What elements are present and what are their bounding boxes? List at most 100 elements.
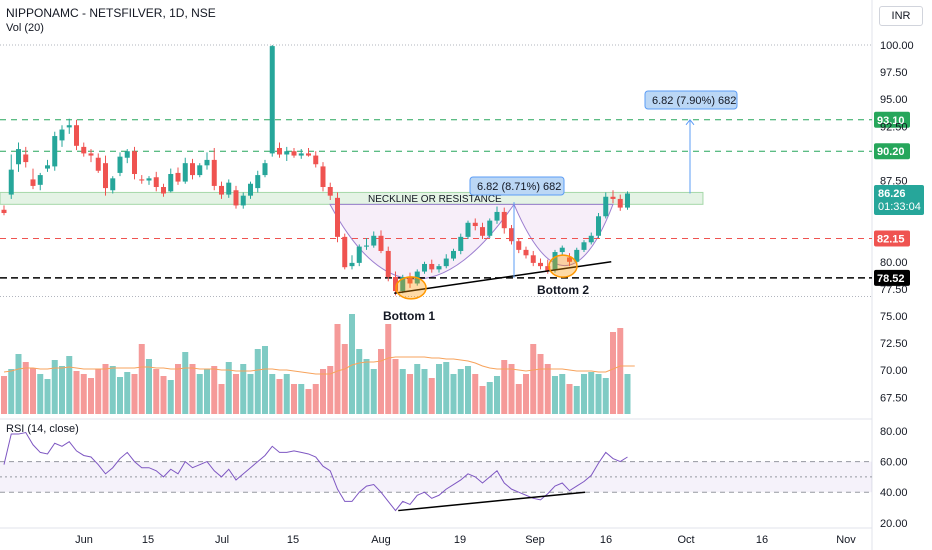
volume-bar bbox=[167, 380, 174, 414]
volume-bar bbox=[276, 379, 283, 414]
level-tag-3 bbox=[874, 269, 910, 286]
candle-body bbox=[103, 163, 108, 189]
candle-body bbox=[59, 129, 65, 141]
price-tick-6: 80.00 bbox=[880, 257, 908, 269]
candle-body bbox=[378, 235, 384, 251]
volume-bar bbox=[8, 369, 15, 414]
rsi-tick-3: 20.00 bbox=[880, 518, 908, 530]
candle-body bbox=[182, 163, 188, 182]
candle-body bbox=[574, 249, 580, 262]
volume-bar bbox=[298, 384, 305, 414]
volume-bar bbox=[269, 374, 276, 414]
price-tick-10: 70.00 bbox=[880, 365, 908, 377]
volume-bar bbox=[486, 382, 493, 414]
candle-body bbox=[248, 183, 253, 196]
neckline-label: NECKLINE OR RESISTANCE bbox=[368, 194, 502, 205]
price-tick-1: 97.50 bbox=[880, 67, 908, 79]
volume-bar bbox=[320, 369, 326, 414]
volume-bar bbox=[175, 364, 181, 414]
time-tick-1: 15 bbox=[142, 534, 154, 546]
candle-body bbox=[603, 196, 609, 217]
volume-bar bbox=[363, 359, 370, 414]
current-price-tag bbox=[874, 184, 924, 215]
candle-body bbox=[175, 172, 181, 182]
candle-body bbox=[146, 178, 152, 181]
volume-bar bbox=[254, 349, 261, 414]
candle-body bbox=[451, 250, 456, 259]
volume-bar bbox=[610, 332, 616, 414]
volume-bar bbox=[80, 374, 87, 414]
volume-bar bbox=[160, 376, 167, 414]
volume-bar bbox=[559, 374, 566, 414]
volume-bar bbox=[472, 374, 479, 414]
time-tick-0: Jun bbox=[75, 534, 93, 546]
candle-body bbox=[211, 159, 217, 186]
candle-body bbox=[625, 193, 630, 208]
candle-body bbox=[335, 197, 340, 237]
time-tick-8: Oct bbox=[677, 534, 694, 546]
candle-body bbox=[480, 227, 485, 236]
volume-bar bbox=[450, 374, 457, 414]
volume-bar bbox=[523, 374, 529, 414]
time-tick-10: Nov bbox=[836, 534, 856, 546]
candle-body bbox=[204, 159, 210, 166]
candle-body bbox=[219, 185, 224, 195]
volume-bar bbox=[138, 344, 145, 414]
candle-body bbox=[523, 249, 529, 256]
volume-bar bbox=[117, 377, 123, 414]
volume-bar bbox=[225, 362, 232, 414]
candle-body bbox=[487, 220, 493, 236]
candle-body bbox=[559, 247, 565, 253]
currency-button[interactable]: INR bbox=[879, 6, 923, 26]
volume-bar bbox=[95, 369, 102, 414]
candle-body bbox=[255, 175, 261, 189]
candle-body bbox=[110, 178, 116, 191]
volume-bar bbox=[414, 364, 421, 414]
candle-body bbox=[545, 266, 551, 271]
candle-body bbox=[327, 187, 333, 196]
candle-body bbox=[95, 157, 101, 171]
time-tick-9: 16 bbox=[756, 534, 768, 546]
candle-body bbox=[407, 276, 413, 284]
volume-bar bbox=[537, 354, 544, 414]
chart-title: NIPPONAMC - NETSFILVER, 1D, NSE bbox=[6, 6, 216, 20]
candle-body bbox=[298, 153, 304, 156]
volume-bar bbox=[102, 364, 109, 414]
current-price-text: 86.26 bbox=[878, 188, 906, 200]
volume-label: Vol (20) bbox=[6, 22, 44, 34]
volume-bar bbox=[465, 366, 471, 414]
price-tick-11: 67.50 bbox=[880, 392, 908, 404]
candle-body bbox=[117, 156, 123, 173]
volume-bar bbox=[428, 378, 435, 414]
volume-bar bbox=[595, 374, 602, 414]
candle-body bbox=[161, 187, 166, 194]
candle-body bbox=[596, 216, 601, 236]
volume-bar bbox=[327, 366, 334, 414]
bottom2-circle bbox=[548, 254, 578, 278]
candle-body bbox=[23, 154, 29, 163]
candle-body bbox=[313, 155, 319, 165]
volume-bar bbox=[566, 384, 573, 414]
candle-body bbox=[400, 276, 406, 292]
volume-bar bbox=[189, 364, 196, 414]
price-tick-0: 100.00 bbox=[880, 40, 914, 52]
volume-bar bbox=[602, 378, 609, 414]
volume-bar bbox=[211, 366, 218, 414]
candle-body bbox=[240, 195, 246, 206]
volume-bar bbox=[334, 324, 341, 414]
volume-bar bbox=[349, 314, 355, 414]
candle-body bbox=[30, 179, 36, 186]
level-tag-0 bbox=[874, 111, 910, 128]
price-tick-7: 77.50 bbox=[880, 284, 908, 296]
volume-bar bbox=[581, 374, 587, 414]
level-tag-text-1: 90.20 bbox=[877, 146, 905, 158]
volume-bar bbox=[392, 359, 399, 414]
bottom2-label: Bottom 2 bbox=[537, 283, 589, 297]
rsi-divergence-line bbox=[398, 491, 586, 512]
volume-bar bbox=[436, 364, 442, 414]
rsi-label: RSI (14, close) bbox=[6, 423, 79, 435]
candle-body bbox=[277, 147, 282, 155]
volume-bar bbox=[457, 369, 464, 414]
time-tick-3: 15 bbox=[287, 534, 299, 546]
